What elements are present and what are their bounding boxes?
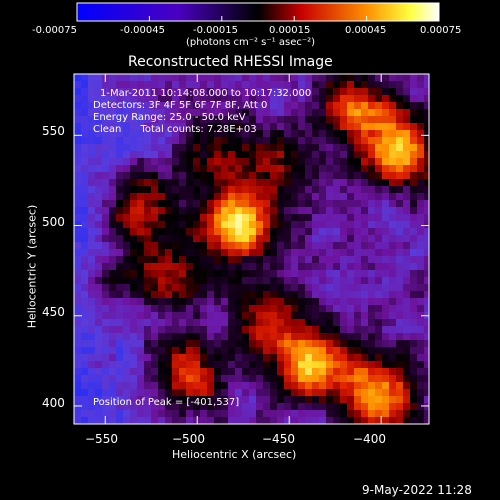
x-tick-label: −450	[262, 432, 295, 446]
x-axis-title: Heliocentric X (arcsec)	[172, 448, 297, 461]
y-tick-label: 400	[42, 396, 65, 410]
y-tick-label: 450	[42, 305, 65, 319]
colorbar-units: (photons cm⁻² s⁻¹ asec⁻²)	[186, 37, 316, 48]
colorbar-tick-label: 0.00075	[420, 25, 462, 36]
y-tick-label: 500	[42, 215, 65, 229]
y-tick-label: 550	[42, 124, 65, 138]
info-time: 1-Mar-2011 10:14:08.000 to 10:17:32.000	[100, 88, 312, 99]
info-peak: Position of Peak = [-401,537]	[93, 397, 240, 408]
x-tick-label: −400	[353, 432, 386, 446]
colorbar-tick-label: -0.00045	[120, 25, 165, 36]
axis-ticks	[74, 74, 429, 424]
y-axis-title: Heliocentric Y (arcsec)	[25, 204, 39, 329]
date-stamp: 9-May-2022 11:28	[362, 483, 472, 497]
colorbar-tick-label: 0.00015	[269, 25, 311, 36]
x-tick-label: −500	[172, 432, 205, 446]
colorbar-tick-label: -0.00075	[32, 25, 77, 36]
colorbar-tick-label: -0.00015	[193, 25, 238, 36]
colorbar-ticks	[76, 16, 440, 21]
info-detectors: Detectors: 3F 4F 5F 6F 7F 8F, Att 0	[93, 100, 268, 111]
x-tick-label: −550	[85, 432, 118, 446]
info-clean: Clean Total counts: 7.28E+03	[93, 124, 257, 135]
plot-title: Reconstructed RHESSI Image	[128, 54, 333, 70]
colorbar-tick-label: 0.00045	[345, 25, 387, 36]
plot-frame	[73, 73, 430, 425]
heatmap-image	[74, 74, 429, 424]
info-energy: Energy Range: 25.0 - 50.0 keV	[93, 112, 246, 123]
colorbar	[76, 2, 440, 22]
